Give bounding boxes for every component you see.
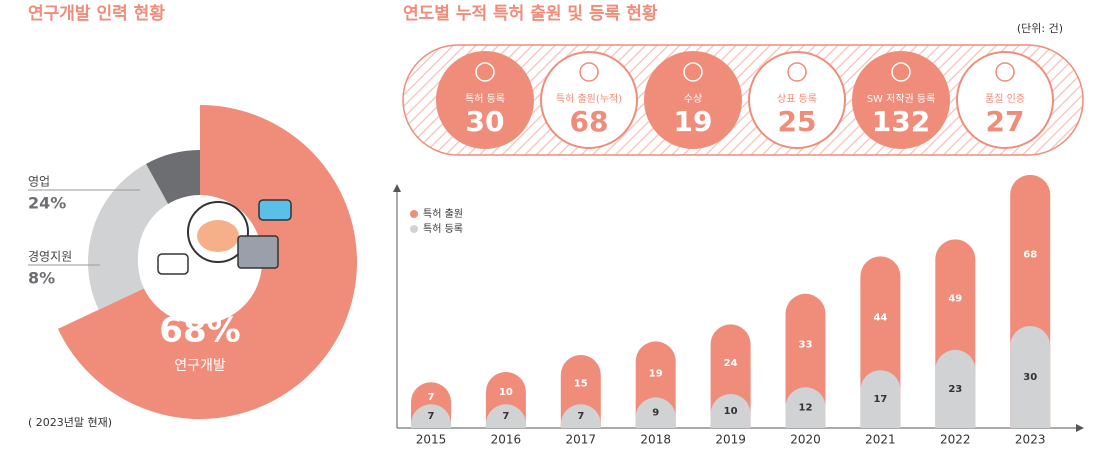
pie-slice [87,163,171,310]
badge-value: 27 [986,105,1025,138]
bar-value-label: 44 [873,312,887,323]
bar [411,404,452,428]
badge-value: 68 [570,105,609,138]
summary-badge [852,51,950,149]
bar-value-label: 10 [724,406,738,417]
badge-label: SW 저작권 등록 [867,93,936,105]
pie-slice [146,150,200,208]
badge-label: 품질 인증 [985,93,1025,105]
bar [785,387,826,428]
bar-value-label: 23 [948,384,962,395]
pie-slice [57,105,358,419]
bar-value-label: 12 [799,403,813,414]
bar-value-label: 7 [577,411,584,422]
badge-icon [683,62,703,82]
x-tick-label: 2017 [566,433,597,447]
astronaut-face [197,220,239,252]
badge-value: 19 [674,105,713,138]
pie-value-label: 24% [28,194,66,213]
badge-label: 수상 [684,93,702,105]
legend-label: 특허 등록 [423,223,463,235]
bar-value-label: 7 [428,392,435,403]
legend-swatch [410,210,418,218]
chat-bubble [157,253,189,275]
bar [860,370,901,428]
badge-label: 상표 등록 [777,93,817,105]
pie-category-label: 영업 [28,175,50,189]
x-tick-label: 2020 [790,433,821,447]
bar [935,349,976,428]
bar-value-label: 49 [948,294,962,305]
pie-value-label: 68% [159,311,240,351]
legend-swatch [410,225,418,233]
pie-title: 연구개발 인력 현황 [28,4,165,24]
badge-label: 특허 출원(누적) [556,93,622,105]
badge-icon [579,62,599,82]
summary-badge [540,51,638,149]
badge-value: 30 [466,105,505,138]
bar-title: 연도별 누적 특허 출원 및 등록 현황 [403,4,658,24]
x-axis-arrow [1076,424,1084,432]
badge-icon [891,62,911,82]
y-axis-arrow [393,184,401,192]
pie-category-label: 경영지원 [28,250,72,264]
pie-note: ( 2023년말 현재) [28,416,112,429]
badge-value: 132 [872,105,930,138]
badge-value: 25 [778,105,817,138]
x-tick-label: 2023 [1015,433,1046,447]
bar [635,397,676,428]
badge-label: 특허 등록 [465,93,505,105]
badge-icon [787,62,807,82]
bar-value-label: 68 [1023,249,1037,260]
summary-badge [748,51,846,149]
summary-badge [436,51,534,149]
bar [485,404,526,428]
bar-value-label: 24 [724,358,738,369]
bar-value-label: 33 [799,340,813,351]
x-tick-label: 2016 [491,433,522,447]
x-tick-label: 2018 [640,433,671,447]
x-tick-label: 2022 [940,433,971,447]
summary-badge [644,51,742,149]
laptop [237,235,279,269]
bar-value-label: 7 [502,411,509,422]
badge-icon [475,62,495,82]
x-tick-label: 2021 [865,433,896,447]
bar-value-label: 7 [428,411,435,422]
bar-value-label: 15 [574,379,588,390]
bar [560,404,601,428]
bar-value-label: 17 [873,394,887,405]
legend-label: 특허 출원 [423,208,463,220]
pie-category-label: 연구개발 [174,358,226,374]
bar-value-label: 19 [649,368,663,379]
pie-value-label: 8% [28,269,55,288]
bar-value-label: 9 [652,408,659,419]
bar [1010,326,1051,428]
x-tick-label: 2019 [715,433,746,447]
badge-icon [995,62,1015,82]
bar [710,394,751,428]
x-tick-label: 2015 [416,433,447,447]
unit-label: (단위: 건) [1017,22,1063,35]
summary-badge [956,51,1054,149]
bar-value-label: 30 [1023,372,1037,383]
chat-bubble [258,199,292,221]
bar-value-label: 10 [499,387,513,398]
